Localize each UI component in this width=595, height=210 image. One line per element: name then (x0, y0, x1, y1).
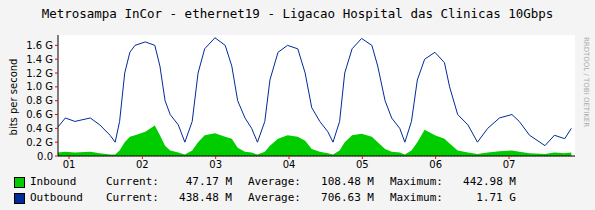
svg-text:03: 03 (209, 159, 222, 170)
svg-text:0.4 G: 0.4 G (26, 123, 53, 134)
html-text:Average:: Average: (248, 191, 301, 204)
html-text:Outbound: Outbound (30, 191, 83, 204)
html-text:RRDTOOL / TOBI OETIKER: RRDTOOL / TOBI OETIKER (582, 36, 590, 128)
html-text:Maximum:: Maximum: (390, 191, 443, 204)
html-text:108.48 M: 108.48 M (321, 175, 374, 188)
svg-text:1.2 G: 1.2 G (26, 68, 53, 79)
html-text:Metrosampa InCor - ethernet19: Metrosampa InCor - ethernet19 - Ligacao … (41, 6, 554, 21)
svg-text:1.4 G: 1.4 G (26, 54, 53, 65)
svg-text:0.6 G: 0.6 G (26, 109, 53, 120)
svg-text:05: 05 (356, 159, 369, 170)
html-text:Current:: Current: (106, 191, 159, 204)
html-text:Average:: Average: (248, 175, 301, 188)
svg-text:01: 01 (63, 159, 76, 170)
svg-text:02: 02 (136, 159, 149, 170)
svg-text:0.8 G: 0.8 G (26, 95, 53, 106)
html-text:Maximum:: Maximum: (390, 175, 443, 188)
html-text:1.71 G: 1.71 G (476, 191, 516, 204)
html-text:438.48 M: 438.48 M (179, 191, 232, 204)
svg-text:0.0: 0.0 (37, 151, 53, 162)
svg-text:07: 07 (503, 159, 516, 170)
html-text:47.17 M: 47.17 M (185, 175, 232, 188)
svg-text:1.6 G: 1.6 G (26, 40, 53, 51)
html-text:442.98 M: 442.98 M (463, 175, 516, 188)
html-text:Current:: Current: (106, 175, 159, 188)
html-text:706.63 M: 706.63 M (321, 191, 374, 204)
svg-text:1.0 G: 1.0 G (26, 81, 53, 92)
html-text:bits per second: bits per second (7, 58, 19, 136)
svg-text:0.2 G: 0.2 G (26, 137, 53, 148)
html-text:Inbound: Inbound (30, 175, 77, 188)
svg-text:06: 06 (429, 159, 442, 170)
svg-text:04: 04 (283, 159, 296, 170)
